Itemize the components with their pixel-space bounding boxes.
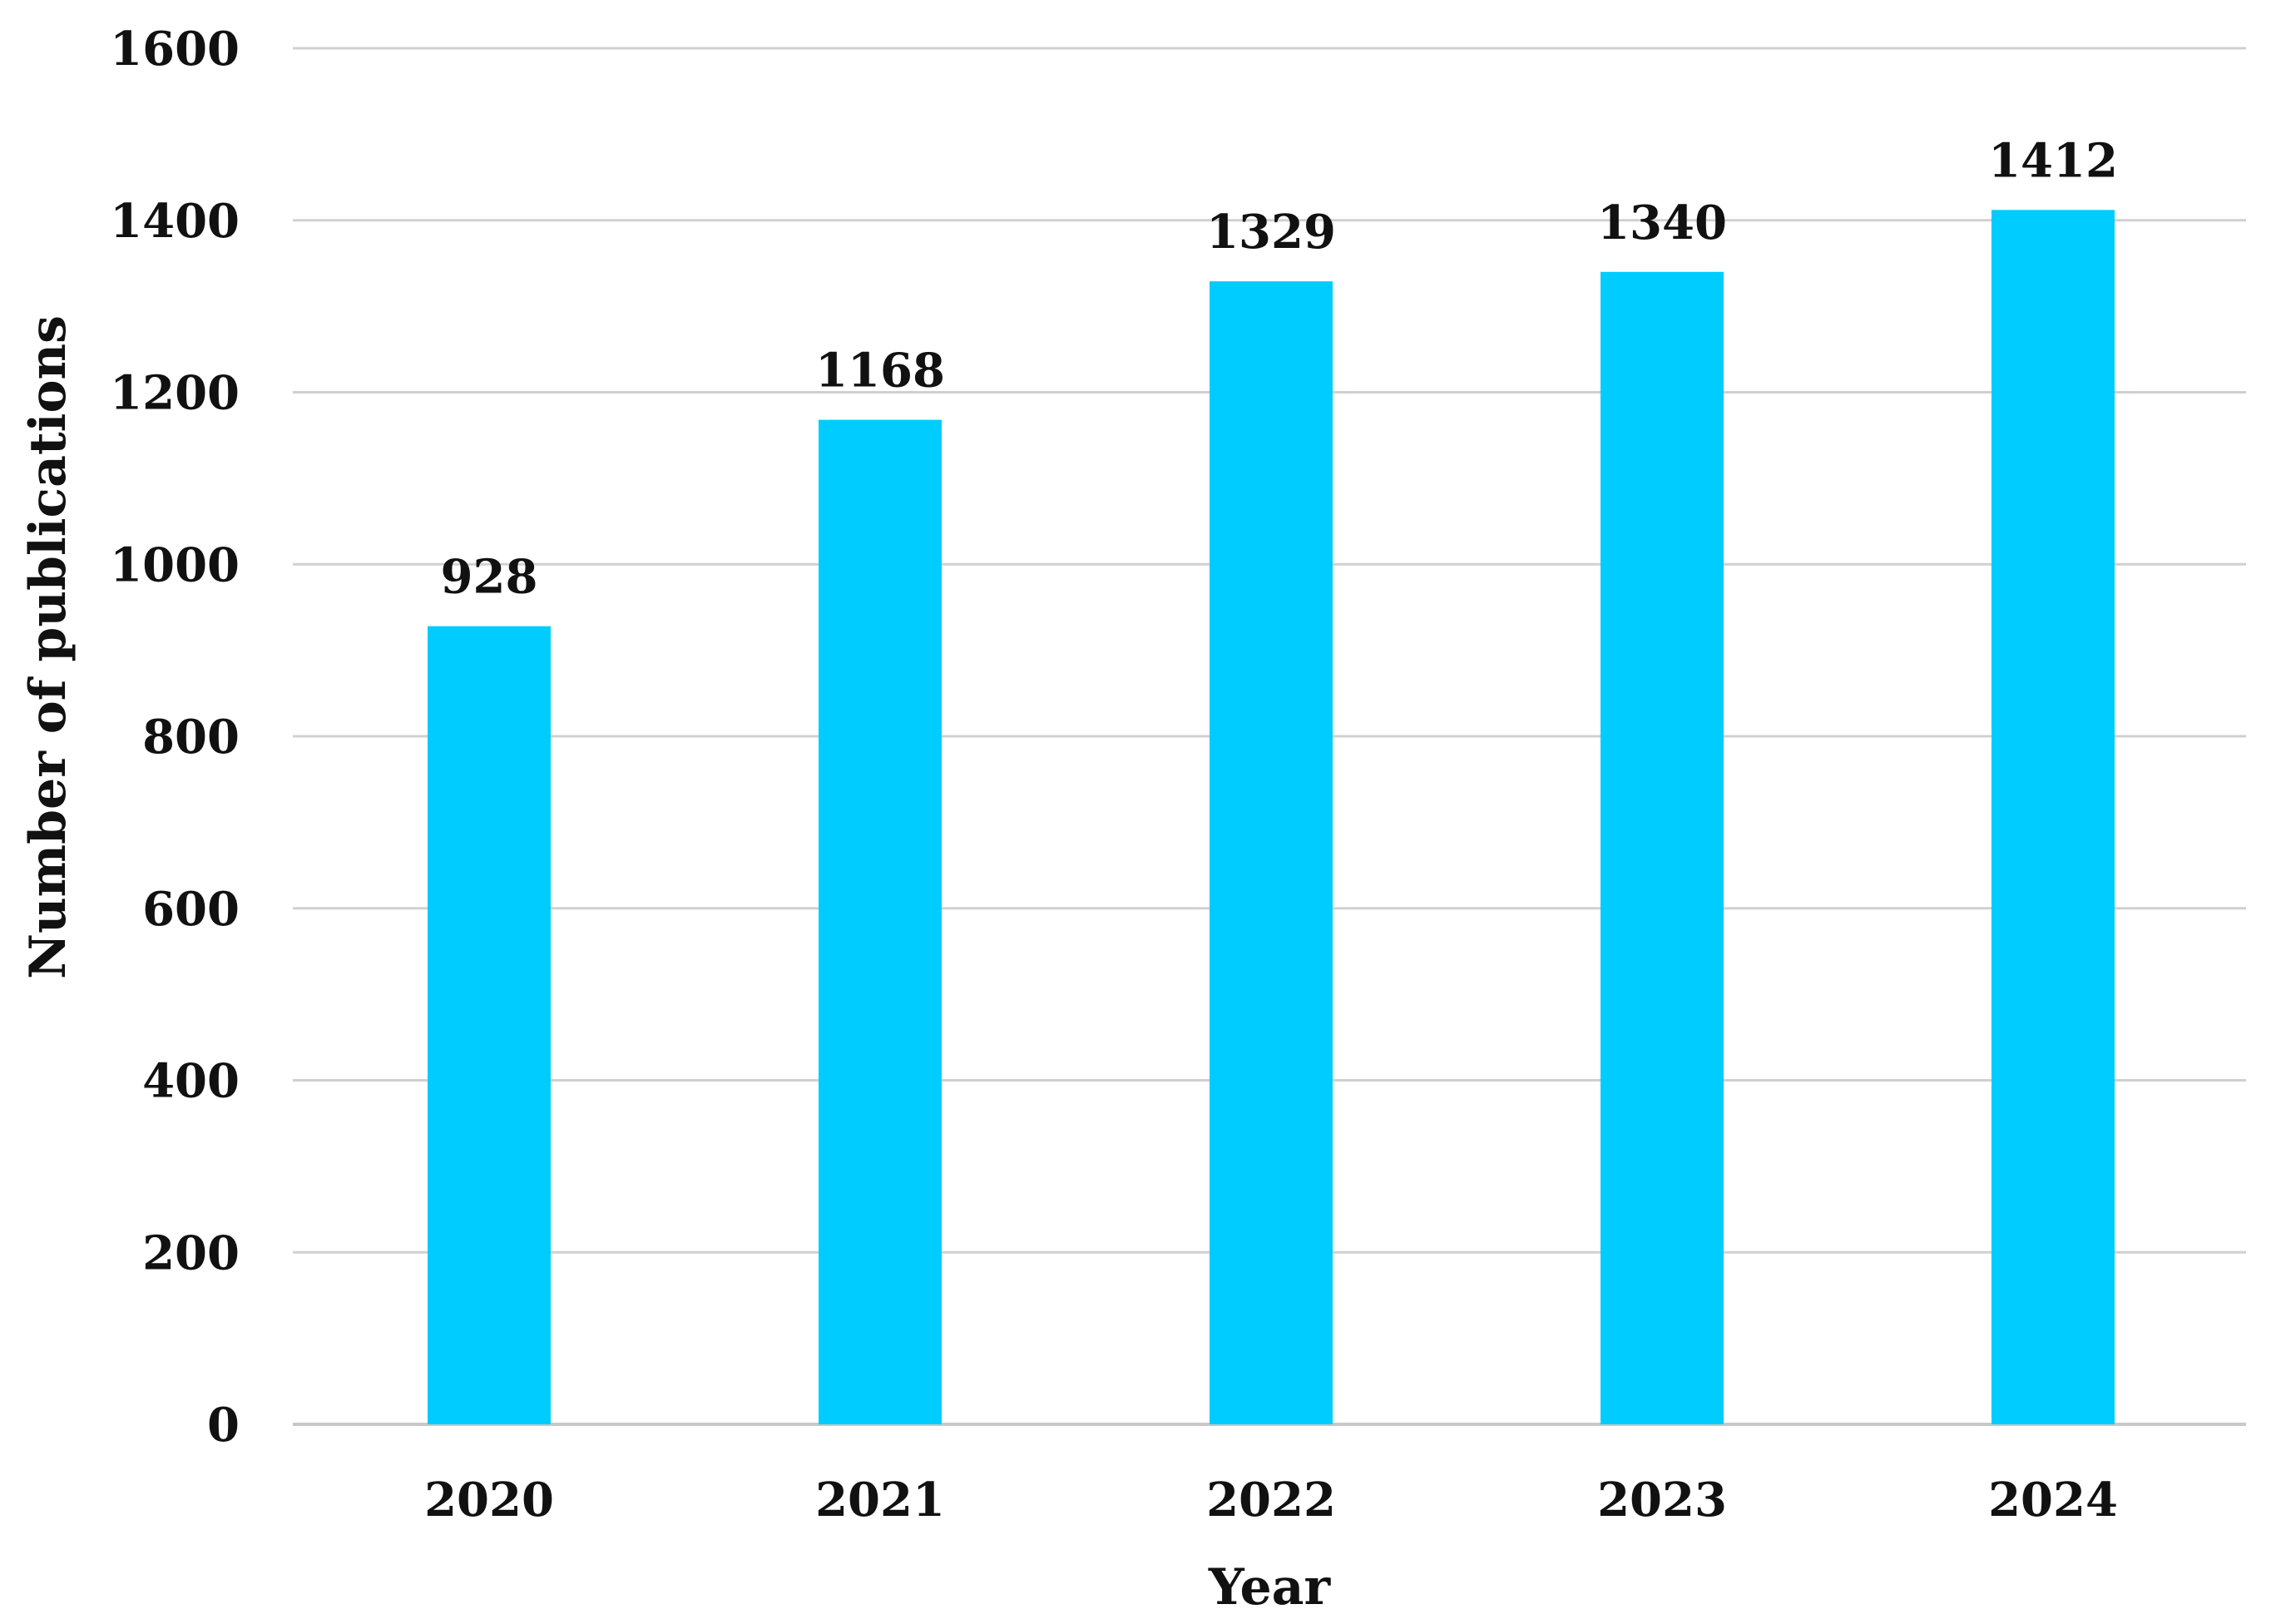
x-tick-label: 2023 — [1597, 1473, 1727, 1527]
bar — [819, 419, 942, 1425]
y-tick-label: 1000 — [110, 537, 240, 592]
bar — [1210, 281, 1333, 1424]
x-tick-label: 2021 — [815, 1473, 945, 1527]
x-tick-label: 2024 — [1988, 1473, 2118, 1527]
x-tick-label: 2022 — [1206, 1473, 1336, 1527]
bar — [1601, 271, 1724, 1424]
y-tick-label: 800 — [142, 710, 240, 765]
x-axis-title: Year — [1208, 1558, 1332, 1617]
x-tick-label: 2020 — [424, 1473, 554, 1527]
y-axis-ticks: 0 200 400 600 800 1000 1200 1400 1600 — [110, 22, 240, 1453]
y-tick-label: 400 — [142, 1054, 240, 1109]
y-tick-label: 200 — [142, 1225, 240, 1280]
data-label: 1329 — [1206, 205, 1336, 260]
data-label: 1412 — [1988, 133, 2118, 188]
y-tick-label: 1400 — [110, 194, 240, 249]
data-label: 1340 — [1597, 196, 1727, 250]
bars — [428, 210, 2115, 1425]
x-axis-ticks: 2020 2021 2022 2023 2024 — [424, 1473, 2118, 1527]
bar — [428, 626, 551, 1424]
y-tick-label: 600 — [142, 882, 240, 937]
data-label: 928 — [441, 550, 538, 605]
y-tick-label: 0 — [207, 1398, 240, 1453]
y-tick-label: 1200 — [110, 366, 240, 421]
data-label: 1168 — [815, 344, 945, 399]
y-axis-title: Number of publications — [19, 315, 77, 979]
bar — [1991, 210, 2115, 1425]
y-tick-label: 1600 — [110, 22, 240, 77]
data-labels: 928 1168 1329 1340 1412 — [441, 133, 2118, 604]
